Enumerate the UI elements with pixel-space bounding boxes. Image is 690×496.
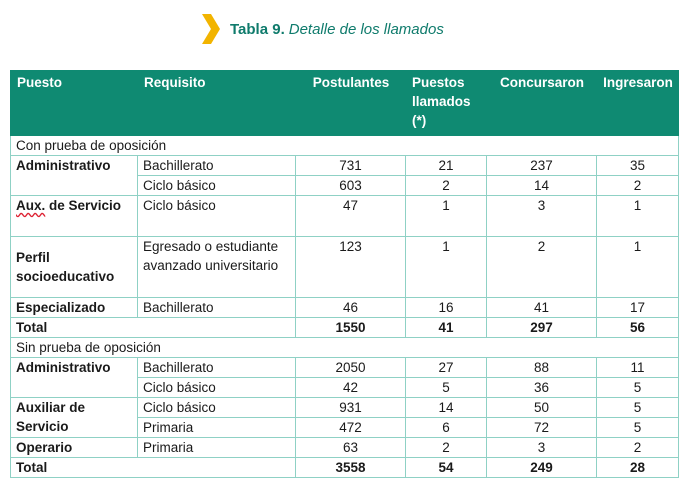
llamados-cell: 6: [405, 417, 487, 438]
puesto-cell: Perfil socioeducativo: [10, 236, 138, 298]
total-row: Total 3558 54 249 28: [10, 457, 679, 478]
ingresaron-cell: 28: [596, 457, 679, 478]
table-row: Operario Primaria 63 2 3 2: [10, 437, 679, 458]
ingresaron-cell: 2: [596, 175, 679, 196]
total-label: Total: [10, 457, 296, 478]
puesto-cell: Administrativo: [10, 155, 138, 196]
concursaron-cell: 237: [486, 155, 597, 176]
total-row: Total 1550 41 297 56: [10, 317, 679, 338]
table-row: Administrativo Bachillerato 731 21 237 3…: [10, 155, 679, 196]
puesto-cell: Administrativo: [10, 357, 138, 398]
ingresaron-cell: 35: [596, 155, 679, 176]
concursaron-cell: 41: [486, 297, 597, 318]
table-row: Aux. de Servicio Ciclo básico 47 1 3 1: [10, 195, 679, 237]
requisito-cell: Primaria: [137, 437, 296, 458]
postulantes-cell: 42: [295, 377, 406, 398]
puesto-cell: Aux. de Servicio: [10, 195, 138, 237]
total-label: Total: [10, 317, 296, 338]
requisito-cell: Ciclo básico: [137, 397, 296, 418]
table-row: Administrativo Bachillerato 2050 27 88 1…: [10, 357, 679, 398]
concursaron-cell: 3: [486, 437, 597, 458]
puesto-cell: Auxiliar de Servicio: [10, 397, 138, 438]
llamados-cell: 41: [405, 317, 487, 338]
llamados-cell: 2: [405, 437, 487, 458]
table-row: Especializado Bachillerato 46 16 41 17: [10, 297, 679, 318]
postulantes-cell: 123: [295, 236, 406, 298]
llamados-cell: 1: [405, 195, 487, 237]
requisito-cell: Ciclo básico: [137, 195, 296, 237]
ingresaron-cell: 1: [596, 236, 679, 298]
postulantes-cell: 63: [295, 437, 406, 458]
postulantes-cell: 731: [295, 155, 406, 176]
postulantes-cell: 603: [295, 175, 406, 196]
section-row-sin: Sin prueba de oposición: [10, 337, 679, 358]
table-row: Auxiliar de Servicio Ciclo básico 931 14…: [10, 397, 679, 438]
ingresaron-cell: 1: [596, 195, 679, 237]
ingresaron-cell: 2: [596, 437, 679, 458]
postulantes-cell: 3558: [295, 457, 406, 478]
requisito-cell: Bachillerato: [137, 357, 296, 378]
ingresaron-cell: 5: [596, 377, 679, 398]
calls-detail-table: Puesto Requisito Postulantes Puestos lla…: [10, 70, 679, 478]
table-caption: Tabla 9. Detalle de los llamados: [202, 14, 444, 44]
concursaron-cell: 36: [486, 377, 597, 398]
puesto-cell: Especializado: [10, 297, 138, 318]
header-puestos-llamados: Puestos llamados (*): [405, 70, 487, 136]
concursaron-cell: 297: [486, 317, 597, 338]
requisito-cell: Bachillerato: [137, 297, 296, 318]
requisito-cell: Egresado o estudiante avanzado universit…: [137, 236, 296, 298]
concursaron-cell: 88: [486, 357, 597, 378]
llamados-cell: 16: [405, 297, 487, 318]
header-row: Puesto Requisito Postulantes Puestos lla…: [10, 70, 679, 136]
caption-number: Tabla 9.: [230, 20, 285, 38]
llamados-cell: 14: [405, 397, 487, 418]
section-row-con: Con prueba de oposición: [10, 135, 679, 156]
ingresaron-cell: 56: [596, 317, 679, 338]
ingresaron-cell: 5: [596, 397, 679, 418]
concursaron-cell: 72: [486, 417, 597, 438]
llamados-cell: 27: [405, 357, 487, 378]
header-puesto: Puesto: [10, 70, 138, 136]
requisito-cell: Bachillerato: [137, 155, 296, 176]
ingresaron-cell: 17: [596, 297, 679, 318]
postulantes-cell: 46: [295, 297, 406, 318]
puesto-abbrev: Aux.: [16, 198, 46, 213]
ingresaron-cell: 5: [596, 417, 679, 438]
postulantes-cell: 2050: [295, 357, 406, 378]
table-row: Perfil socioeducativo Egresado o estudia…: [10, 236, 679, 298]
llamados-cell: 1: [405, 236, 487, 298]
requisito-cell: Primaria: [137, 417, 296, 438]
postulantes-cell: 1550: [295, 317, 406, 338]
ingresaron-cell: 11: [596, 357, 679, 378]
concursaron-cell: 3: [486, 195, 597, 237]
llamados-cell: 54: [405, 457, 487, 478]
header-ingresaron: Ingresaron: [596, 70, 679, 136]
postulantes-cell: 472: [295, 417, 406, 438]
concursaron-cell: 14: [486, 175, 597, 196]
header-requisito: Requisito: [137, 70, 296, 136]
concursaron-cell: 50: [486, 397, 597, 418]
puesto-rest: de Servicio: [45, 198, 122, 213]
chevron-right-icon: [202, 14, 220, 44]
header-postulantes: Postulantes: [295, 70, 406, 136]
requisito-cell: Ciclo básico: [137, 175, 296, 196]
section-label: Sin prueba de oposición: [10, 337, 679, 358]
header-concursaron: Concursaron: [486, 70, 597, 136]
llamados-cell: 2: [405, 175, 487, 196]
requisito-cell: Ciclo básico: [137, 377, 296, 398]
postulantes-cell: 931: [295, 397, 406, 418]
concursaron-cell: 249: [486, 457, 597, 478]
concursaron-cell: 2: [486, 236, 597, 298]
postulantes-cell: 47: [295, 195, 406, 237]
llamados-cell: 21: [405, 155, 487, 176]
section-label: Con prueba de oposición: [10, 135, 679, 156]
caption-text: Detalle de los llamados: [288, 20, 444, 38]
puesto-cell: Operario: [10, 437, 138, 458]
llamados-cell: 5: [405, 377, 487, 398]
